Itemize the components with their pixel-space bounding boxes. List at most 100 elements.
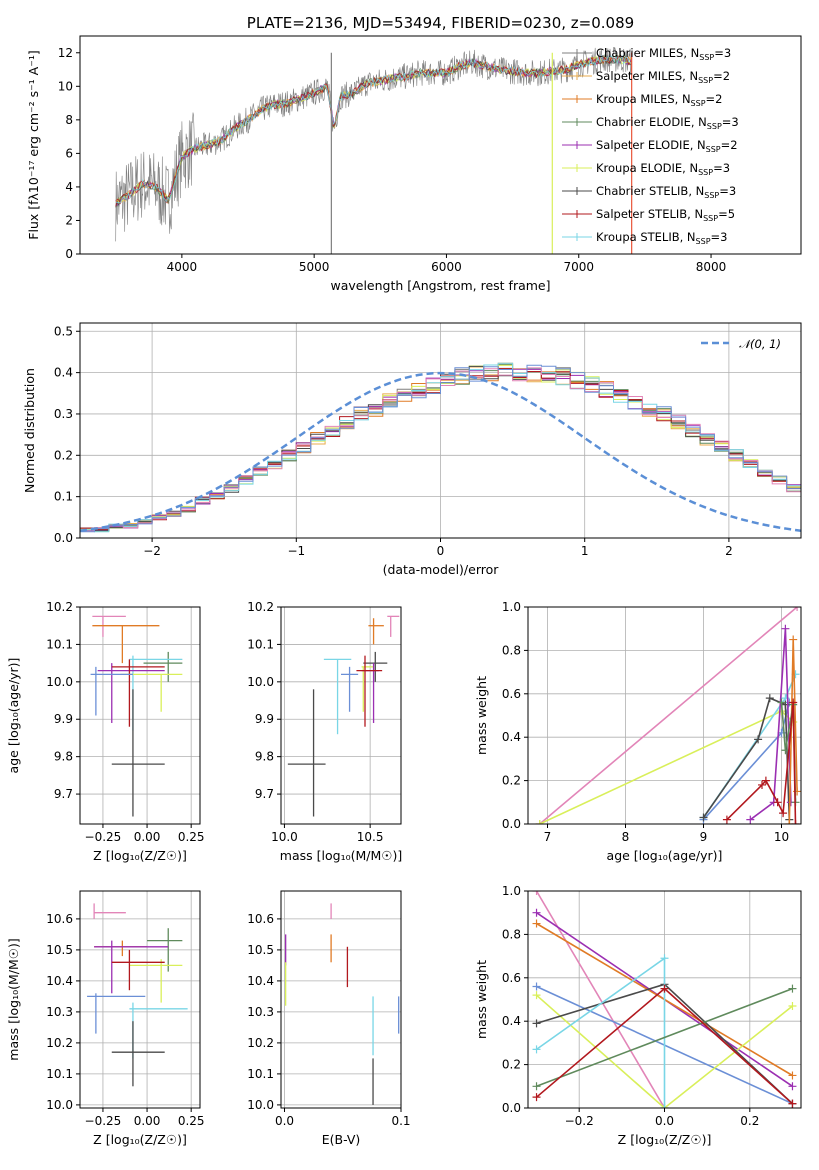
x-tick-label: 5000	[299, 260, 330, 274]
legend-label: Chabrier STELIB, NSSP=3	[596, 184, 736, 200]
x-axis-label: E(B-V)	[322, 1132, 361, 1147]
weight-marker	[754, 735, 763, 744]
legend-entry: Kroupa MILES, NSSP=2	[562, 92, 722, 108]
x-tick-label: 0.25	[178, 1114, 205, 1128]
histogram-8	[80, 362, 801, 538]
x-tick-label: 0.2	[740, 1114, 759, 1128]
weight-marker	[699, 813, 708, 822]
weight-lines	[535, 607, 801, 824]
legend-entry: Salpeter MILES, NSSP=2	[562, 69, 730, 85]
legend-entry: Chabrier STELIB, NSSP=3	[562, 184, 736, 200]
x-tick-label: 0	[437, 544, 445, 558]
x-tick-label: 7000	[563, 260, 594, 274]
y-tick-label: 0.2	[502, 774, 521, 788]
weight-series-7	[536, 987, 793, 1088]
data-point-5	[111, 949, 165, 991]
legend-subscript: SSP	[696, 237, 711, 246]
data-point-1	[368, 618, 384, 645]
legend-text: Salpeter STELIB, N	[596, 207, 703, 221]
y-tick-label: 10.1	[46, 1067, 73, 1081]
data-point-4	[129, 959, 183, 1003]
histogram-9	[80, 367, 801, 538]
legend-label: Salpeter MILES, NSSP=2	[596, 69, 730, 85]
x-axis-label: Z [log₁₀(Z/Z☉)]	[618, 1132, 712, 1147]
legend-subscript: SSP	[706, 145, 721, 154]
y-tick-label: 10.3	[46, 1005, 73, 1019]
spectrum-lines	[115, 46, 633, 254]
y-axis-label: Flux [fλ10⁻¹⁷ erg cm⁻² s⁻¹ A⁻¹]	[26, 50, 41, 239]
mass-vs-ebv-panel: 0.0 0.1 10.0 10.1 10.2 10.3 10.4 10.5 10.6 E(B-V)	[247, 890, 411, 1147]
y-tick-label: 10.3	[247, 1005, 274, 1019]
age-vs-mass-panel: 10.0 10.5 9.7 9.8 9.9 10.0 10.1 10.2 mass [log₁₀…	[247, 600, 402, 863]
weight-marker	[532, 991, 541, 1000]
weight-marker	[532, 919, 541, 928]
y-tick-label: 9.9	[255, 712, 274, 726]
legend-text: Chabrier ELODIE, N	[596, 115, 707, 129]
y-tick-label: 10.1	[247, 1067, 274, 1081]
y-tick-label: 10.4	[247, 974, 274, 988]
age-vs-metallicity-panel: −0.25 0.00 0.25 9.7 9.8 9.9 10.0 10.1 10.2 Z [log…	[6, 600, 205, 863]
legend-label: Chabrier MILES, NSSP=3	[596, 46, 731, 62]
y-tick-label: 0.6	[502, 971, 521, 985]
legend-label: Chabrier ELODIE, NSSP=3	[596, 115, 739, 131]
y-tick-label: 10	[58, 79, 73, 93]
y-tick-label: 10.1	[247, 637, 274, 651]
y-tick-label: 10.5	[247, 943, 274, 957]
weight-marker	[660, 984, 669, 993]
y-axis-label: mass weight	[474, 676, 489, 755]
y-tick-label: 6	[65, 146, 73, 160]
data-point-3	[94, 940, 169, 994]
weight-marker	[532, 1093, 541, 1102]
y-tick-label: 0.0	[54, 531, 73, 545]
weight-marker	[789, 635, 798, 644]
x-tick-label: 1	[581, 544, 589, 558]
x-tick-label: 9	[700, 830, 708, 844]
legend-subscript: SSP	[707, 122, 722, 131]
y-tick-label: 10.4	[46, 974, 73, 988]
y-tick-label: 10.2	[247, 1036, 274, 1050]
axes-frame	[527, 890, 802, 1109]
x-tick-label: 0.0	[275, 1114, 294, 1128]
axes-frame	[79, 890, 201, 1109]
weight-marker	[758, 780, 766, 789]
x-axis-label: (data-model)/error	[383, 562, 500, 577]
data-point-8	[111, 1021, 165, 1087]
y-tick-label: 10.5	[46, 943, 73, 957]
y-axis-label: age [log₁₀(age/yr)]	[6, 658, 21, 774]
weight-vs-age-panel: 7 8 9 10 0.0 0.2 0.4 0.6 0.8 1.0 age [log₁₀(age/yr…	[474, 600, 802, 863]
weight-marker	[660, 1104, 669, 1108]
legend-count: =3	[722, 115, 739, 129]
legend-count: =3	[711, 230, 728, 244]
x-tick-label: 10.5	[357, 830, 384, 844]
legend-count: =2	[706, 92, 723, 106]
legend-count: =5	[718, 207, 735, 221]
data-point-0	[92, 615, 126, 637]
weight-marker	[793, 607, 801, 611]
x-tick-label: 4000	[167, 260, 198, 274]
weight-marker	[788, 1071, 797, 1080]
x-tick-label: 0.00	[134, 1114, 161, 1128]
legend-label: Salpeter ELODIE, NSSP=2	[596, 138, 738, 154]
data-point-7	[341, 666, 359, 712]
weight-lines	[532, 891, 797, 1108]
y-tick-label: 10.0	[247, 675, 274, 689]
x-axis-label: age [log₁₀(age/yr)]	[607, 848, 723, 863]
x-axis-label: wavelength [Angstrom, rest frame]	[330, 278, 550, 293]
y-tick-label: 9.9	[54, 712, 73, 726]
data-point-8	[287, 689, 326, 817]
model-spectrum-7	[115, 55, 632, 207]
x-axis-label: Z [log₁₀(Z/Z☉)]	[93, 848, 187, 863]
legend-subscript: SSP	[699, 53, 714, 62]
x-tick-label: 8000	[696, 260, 727, 274]
y-tick-label: 9.7	[54, 787, 73, 801]
legend-label: Salpeter STELIB, NSSP=5	[596, 207, 735, 223]
y-tick-label: 12	[58, 46, 73, 60]
x-tick-label: 8	[622, 830, 630, 844]
x-tick-label: 7	[544, 830, 552, 844]
weight-marker	[761, 776, 770, 785]
weight-marker	[789, 698, 798, 707]
weight-marker	[788, 1002, 797, 1011]
y-tick-label: 4	[65, 180, 73, 194]
histogram-0	[80, 367, 801, 538]
